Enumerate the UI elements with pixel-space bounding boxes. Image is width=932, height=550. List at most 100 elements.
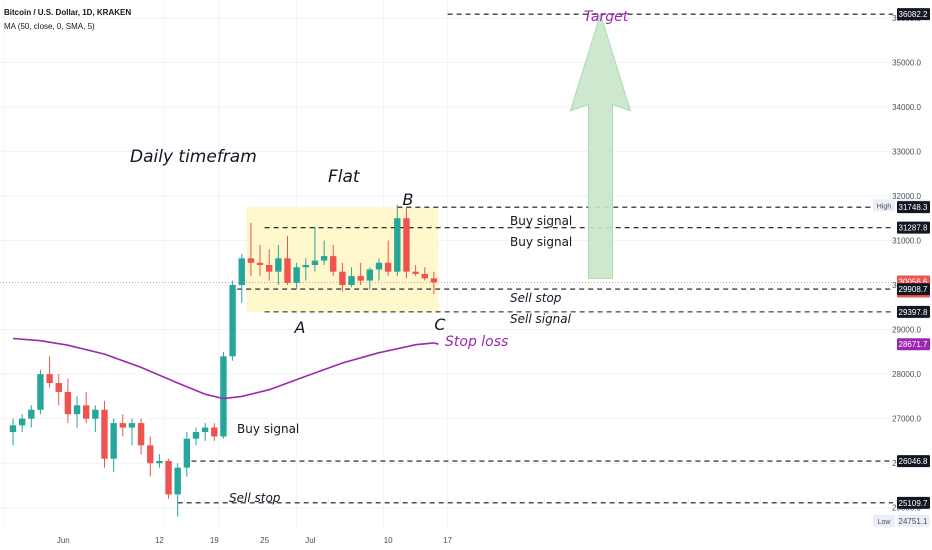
candle-body bbox=[229, 285, 236, 357]
candle-body bbox=[192, 432, 200, 439]
annotation-buy-signal-1: Buy signal bbox=[510, 214, 572, 228]
price-label-text: 30056.6 bbox=[899, 278, 928, 287]
candle-body bbox=[110, 423, 117, 459]
annotation-sell-stop-2: Sell stop bbox=[229, 491, 281, 505]
level-lines bbox=[0, 13, 893, 504]
x-tick-label: 19 bbox=[210, 536, 219, 545]
price-label-text: 31748.3 bbox=[899, 203, 928, 212]
y-tick-label: 32000.0 bbox=[892, 192, 921, 201]
price-label-bg bbox=[897, 8, 930, 21]
candle-body bbox=[384, 262, 392, 272]
price-label-text: 25109.7 bbox=[899, 499, 928, 508]
x-tick-label: 17 bbox=[443, 536, 452, 545]
price-label-prefix-bg bbox=[873, 199, 895, 212]
candle-body bbox=[311, 260, 319, 265]
annotation-buy-signal-2: Buy signal bbox=[510, 235, 572, 249]
candle-body bbox=[211, 427, 218, 437]
candle-body bbox=[92, 409, 99, 419]
grid bbox=[0, 0, 893, 530]
annotations: Daily timefram Flat B A C Target Stop loss Buy … bbox=[130, 9, 629, 505]
moving-average bbox=[12, 337, 439, 400]
price-label-text: 36082.2 bbox=[899, 10, 928, 19]
target-arrow bbox=[569, 12, 632, 279]
price-label-text: 29908.7 bbox=[899, 285, 928, 294]
candle-body bbox=[183, 438, 191, 468]
candle-body bbox=[275, 258, 282, 272]
candle-body bbox=[64, 391, 72, 415]
price-label-bg bbox=[897, 496, 930, 509]
y-tick-label: 33000.0 bbox=[892, 147, 921, 156]
price-label-prefix-bg bbox=[873, 514, 895, 527]
price-label-bg bbox=[897, 201, 930, 214]
annotation-daily-timeframe: Daily timefram bbox=[130, 147, 257, 167]
x-tick-label: Jun bbox=[57, 536, 70, 545]
price-label-text: 31287.8 bbox=[899, 224, 928, 233]
annotation-stop-loss: Stop loss bbox=[445, 334, 508, 350]
candle-body bbox=[247, 258, 255, 263]
y-tick-label: 31000.0 bbox=[892, 237, 921, 246]
candle-body bbox=[302, 265, 309, 268]
y-tick-label: 27000.0 bbox=[892, 415, 921, 424]
y-axis: 25000.026000.027000.028000.029000.030000… bbox=[892, 14, 921, 513]
candle-body bbox=[28, 409, 35, 419]
y-tick-label: 29000.0 bbox=[892, 326, 921, 335]
annotation-point-a: A bbox=[294, 318, 306, 337]
price-label-bg bbox=[897, 514, 930, 527]
price-labels: 36082.231790.8High31748.331287.830056.60… bbox=[873, 8, 930, 527]
candle-body bbox=[147, 445, 154, 464]
annotation-buy-signal-3: Buy signal bbox=[237, 422, 299, 436]
y-tick-label: 35000.0 bbox=[892, 58, 921, 67]
y-tick-label: 28000.0 bbox=[892, 370, 921, 379]
x-tick-label: 25 bbox=[260, 536, 269, 545]
annotation-point-c: C bbox=[434, 315, 446, 334]
candle-body bbox=[293, 267, 300, 283]
annotation-target: Target bbox=[584, 9, 629, 25]
price-label-bg bbox=[897, 283, 930, 296]
flat-zone bbox=[246, 207, 439, 312]
price-label-text: 26046.8 bbox=[899, 457, 928, 466]
candle-body bbox=[18, 418, 26, 426]
candle-body bbox=[320, 256, 328, 261]
candle-body bbox=[73, 405, 81, 415]
price-label-bg bbox=[897, 305, 930, 318]
price-label-prefix: High bbox=[877, 203, 892, 210]
candle-body bbox=[394, 218, 401, 272]
price-label-text: 28671.7 bbox=[899, 340, 928, 349]
ma-line bbox=[12, 337, 439, 400]
candle-body bbox=[83, 405, 90, 419]
candle-body bbox=[128, 423, 136, 428]
candle-body bbox=[284, 258, 291, 283]
candle-body bbox=[348, 276, 355, 286]
candle-body bbox=[174, 467, 181, 495]
price-label-bg bbox=[897, 455, 930, 468]
price-label-prefix: Low bbox=[878, 519, 892, 526]
annotation-flat: Flat bbox=[328, 167, 361, 187]
flat-zone-marker bbox=[241, 153, 246, 158]
candle-body bbox=[330, 256, 337, 272]
candle-body bbox=[37, 374, 44, 410]
price-label-text: 24751.1 bbox=[899, 517, 928, 526]
candle-body bbox=[119, 423, 126, 428]
x-tick-label: 10 bbox=[384, 536, 393, 545]
x-axis: Jun 12 19 25 Jul 10 17 bbox=[57, 536, 453, 545]
chart-title: Bitcoin / U.S. Dollar, 1D, KRAKEN bbox=[4, 8, 132, 17]
candle-body bbox=[366, 269, 374, 281]
target-arrow-layer bbox=[569, 12, 632, 279]
candle-body bbox=[201, 427, 209, 433]
candle-body bbox=[421, 273, 428, 279]
candle-body bbox=[156, 460, 163, 464]
candle-body bbox=[101, 409, 108, 459]
candle-body bbox=[403, 218, 410, 272]
x-tick-label: Jul bbox=[305, 536, 315, 545]
candle-body bbox=[357, 276, 364, 281]
candle-body bbox=[412, 271, 419, 274]
ma-indicator-label: MA (50, close, 0, SMA, 5) bbox=[4, 22, 95, 31]
x-tick-label: 12 bbox=[155, 536, 164, 545]
candle-body bbox=[9, 425, 17, 433]
candle-body bbox=[430, 278, 438, 283]
candle-body bbox=[137, 423, 145, 446]
candles bbox=[9, 204, 438, 517]
annotation-sell-signal: Sell signal bbox=[510, 312, 572, 326]
candle-body bbox=[256, 262, 264, 265]
